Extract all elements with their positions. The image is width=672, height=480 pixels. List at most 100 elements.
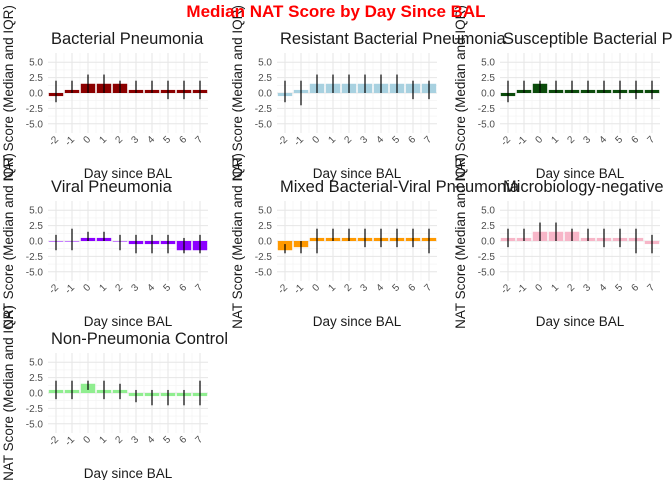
x-tick-label: 4 bbox=[597, 134, 609, 146]
x-tick-label: 7 bbox=[193, 282, 205, 294]
x-tick-label: 7 bbox=[193, 134, 205, 146]
x-tick-label: 3 bbox=[358, 134, 370, 146]
x-tick-label: -2 bbox=[276, 134, 290, 148]
x-tick-label: 3 bbox=[358, 282, 370, 294]
y-tick-label: 5.0 bbox=[481, 58, 495, 69]
panel-title: Viral Pneumonia bbox=[51, 178, 173, 196]
x-tick-label: 0 bbox=[310, 134, 322, 146]
panel-title: Susceptible Bacterial Pneumonia bbox=[503, 30, 672, 48]
x-tick-label: -2 bbox=[47, 282, 61, 296]
x-tick-label: 2 bbox=[113, 134, 125, 146]
x-tick-label: 7 bbox=[193, 434, 205, 446]
x-tick-label: 6 bbox=[177, 282, 189, 294]
x-tick-label: 4 bbox=[145, 134, 157, 146]
y-tick-label: -2.5 bbox=[478, 252, 496, 263]
y-tick-label: 0.0 bbox=[481, 89, 495, 100]
y-axis-title: NAT Score (Median and IQR) bbox=[230, 5, 245, 181]
x-tick-label: -1 bbox=[515, 134, 529, 148]
y-tick-label: -2.5 bbox=[255, 104, 273, 115]
y-tick-label: 2.5 bbox=[258, 221, 272, 232]
x-tick-label: 1 bbox=[326, 134, 338, 146]
chart-title: Median NAT Score by Day Since BAL bbox=[186, 2, 486, 21]
y-tick-label: 0.0 bbox=[29, 237, 43, 248]
x-axis-title: Day since BAL bbox=[313, 166, 402, 181]
x-tick-label: 1 bbox=[97, 282, 109, 294]
x-tick-label: 3 bbox=[129, 434, 141, 446]
y-tick-label: -5.0 bbox=[26, 119, 44, 130]
y-tick-label: 2.5 bbox=[481, 221, 495, 232]
y-tick-label: 0.0 bbox=[29, 89, 43, 100]
x-tick-label: 3 bbox=[129, 282, 141, 294]
x-tick-label: -2 bbox=[499, 134, 513, 148]
x-tick-label: 5 bbox=[161, 134, 173, 146]
x-tick-label: 4 bbox=[374, 282, 386, 294]
x-tick-label: -1 bbox=[63, 434, 77, 448]
x-tick-label: 2 bbox=[565, 282, 577, 294]
x-tick-label: 2 bbox=[342, 134, 354, 146]
x-tick-label: 5 bbox=[613, 134, 625, 146]
y-axis-title: NAT Score (Median and IQR) bbox=[1, 5, 16, 181]
x-tick-label: 4 bbox=[374, 134, 386, 146]
x-axis-title: Day since BAL bbox=[536, 166, 625, 181]
x-tick-label: 5 bbox=[390, 134, 402, 146]
y-tick-label: 5.0 bbox=[29, 58, 43, 69]
y-tick-label: -5.0 bbox=[478, 267, 496, 278]
x-tick-label: -1 bbox=[292, 134, 306, 148]
y-tick-label: -5.0 bbox=[255, 119, 273, 130]
x-tick-label: 3 bbox=[581, 282, 593, 294]
y-tick-label: 5.0 bbox=[258, 206, 272, 217]
x-tick-label: -2 bbox=[47, 434, 61, 448]
y-tick-label: -2.5 bbox=[26, 104, 44, 115]
y-tick-label: 0.0 bbox=[258, 237, 272, 248]
x-tick-label: 7 bbox=[645, 282, 657, 294]
x-tick-label: -1 bbox=[63, 134, 77, 148]
y-tick-label: -2.5 bbox=[478, 104, 496, 115]
x-axis-title: Day since BAL bbox=[84, 314, 173, 329]
x-tick-label: -1 bbox=[292, 282, 306, 296]
x-tick-label: 1 bbox=[97, 434, 109, 446]
y-tick-label: -5.0 bbox=[26, 267, 44, 278]
x-tick-label: 0 bbox=[533, 282, 545, 294]
x-tick-label: 6 bbox=[629, 134, 641, 146]
x-tick-label: -1 bbox=[515, 282, 529, 296]
x-tick-label: 5 bbox=[613, 282, 625, 294]
y-tick-label: 0.0 bbox=[29, 389, 43, 400]
x-tick-label: 5 bbox=[161, 282, 173, 294]
x-tick-label: 6 bbox=[406, 134, 418, 146]
y-tick-label: -5.0 bbox=[478, 119, 496, 130]
x-tick-label: 0 bbox=[81, 282, 93, 294]
y-tick-label: -5.0 bbox=[26, 419, 44, 430]
x-tick-label: 5 bbox=[390, 282, 402, 294]
x-tick-label: 0 bbox=[81, 134, 93, 146]
y-tick-label: 2.5 bbox=[29, 221, 43, 232]
x-tick-label: -2 bbox=[276, 282, 290, 296]
x-tick-label: 0 bbox=[81, 434, 93, 446]
x-tick-label: 5 bbox=[161, 434, 173, 446]
x-tick-label: -2 bbox=[47, 134, 61, 148]
y-tick-label: 2.5 bbox=[258, 73, 272, 84]
panel-title: Microbiology-negative bbox=[503, 178, 664, 196]
y-tick-label: -2.5 bbox=[26, 404, 44, 415]
y-tick-label: 2.5 bbox=[481, 73, 495, 84]
y-tick-label: 5.0 bbox=[481, 206, 495, 217]
x-tick-label: 3 bbox=[129, 134, 141, 146]
x-tick-label: 4 bbox=[597, 282, 609, 294]
y-tick-label: -2.5 bbox=[26, 252, 44, 263]
x-tick-label: 4 bbox=[145, 282, 157, 294]
x-tick-label: 7 bbox=[422, 282, 434, 294]
y-tick-label: 5.0 bbox=[258, 58, 272, 69]
y-axis-title: NAT Score (Median and IQR) bbox=[1, 305, 16, 480]
x-tick-label: 0 bbox=[310, 282, 322, 294]
x-tick-label: -2 bbox=[499, 282, 513, 296]
x-tick-label: -1 bbox=[63, 282, 77, 296]
panel-title: Resistant Bacterial Pneumonia bbox=[280, 30, 506, 48]
x-axis-title: Day since BAL bbox=[313, 314, 402, 329]
x-tick-label: 0 bbox=[533, 134, 545, 146]
y-tick-label: 5.0 bbox=[29, 358, 43, 369]
x-tick-label: 2 bbox=[113, 282, 125, 294]
x-tick-label: 3 bbox=[581, 134, 593, 146]
